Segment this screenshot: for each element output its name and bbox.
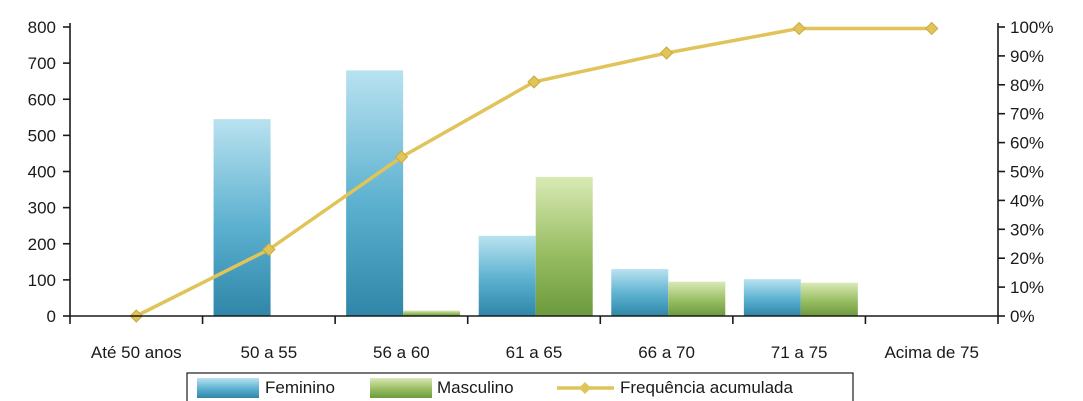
y-right-tick-label: 20% (1010, 249, 1044, 268)
x-tick-label: 56 a 60 (373, 343, 430, 362)
y-left-tick-label: 600 (28, 90, 56, 109)
legend-label-masculino: Masculino (437, 378, 514, 397)
legend: Feminino Masculino Frequência acumulada (186, 372, 854, 401)
y-right-tick-label: 40% (1010, 191, 1044, 210)
bar-masculino-71-a-75 (800, 282, 858, 316)
legend-swatch-masculino (370, 378, 432, 398)
y-right-tick-label: 10% (1010, 278, 1044, 297)
bar-feminino-71-a-75 (743, 279, 801, 316)
y-right-tick-label: 30% (1010, 220, 1044, 239)
x-tick-label: 61 a 65 (506, 343, 563, 362)
y-left-tick-label: 800 (28, 18, 56, 37)
point-frequencia-acumulada-71-a-75 (792, 21, 806, 36)
bar-feminino-56-a-60 (346, 70, 404, 316)
y-left-tick-label: 700 (28, 54, 56, 73)
x-tick-label: Acima de 75 (884, 343, 979, 362)
y-left-tick-label: 100 (28, 271, 56, 290)
y-right-tick-label: 50% (1010, 163, 1044, 182)
y-left-tick-label: 500 (28, 126, 56, 145)
legend-swatch-feminino (197, 378, 259, 398)
plot-area (129, 21, 939, 323)
x-tick-label: 71 a 75 (771, 343, 828, 362)
bar-feminino-50-a-55 (213, 119, 271, 317)
y-right-tick-label: 70% (1010, 105, 1044, 124)
point-frequencia-acumulada-acima-de-75 (925, 21, 939, 36)
point-frequencia-acumulada-56-a-60 (394, 150, 409, 164)
bar-masculino-66-a-70 (668, 281, 726, 316)
legend-label-frequencia: Frequência acumulada (620, 378, 793, 397)
bar-feminino-61-a-65 (478, 235, 536, 316)
y-right-tick-label: 60% (1010, 134, 1044, 153)
y-left-tick-label: 300 (28, 199, 56, 218)
bar-feminino-66-a-70 (611, 269, 669, 316)
axes: 0 100 200 300 400 500 600 700 800 0% 10% 20% 30% 40% 5… (28, 18, 1054, 362)
y-right-tick-label: 0% (1010, 307, 1035, 326)
point-frequencia-acumulada-61-a-65 (527, 75, 541, 89)
x-tick-label: 50 a 55 (240, 343, 297, 362)
legend-label-feminino: Feminino (265, 378, 335, 397)
bar-masculino-56-a-60 (403, 310, 461, 316)
legend-box (186, 372, 854, 401)
point-frequencia-acumulada-50-a-55 (262, 242, 276, 257)
y-right-tick-label: 80% (1010, 76, 1044, 95)
y-left-tick-label: 200 (28, 235, 56, 254)
y-right-tick-label: 100% (1010, 18, 1053, 37)
bar-masculino-61-a-65 (535, 176, 593, 316)
point-frequencia-acumulada-66-a-70 (659, 46, 674, 60)
x-tick-label: 66 a 70 (638, 343, 695, 362)
x-tick-label: Até 50 anos (91, 343, 182, 362)
y-right-tick-label: 90% (1010, 47, 1044, 66)
y-left-tick-label: 0 (47, 307, 56, 326)
y-left-tick-label: 400 (28, 163, 56, 182)
legend-marker-frequencia (579, 382, 591, 394)
